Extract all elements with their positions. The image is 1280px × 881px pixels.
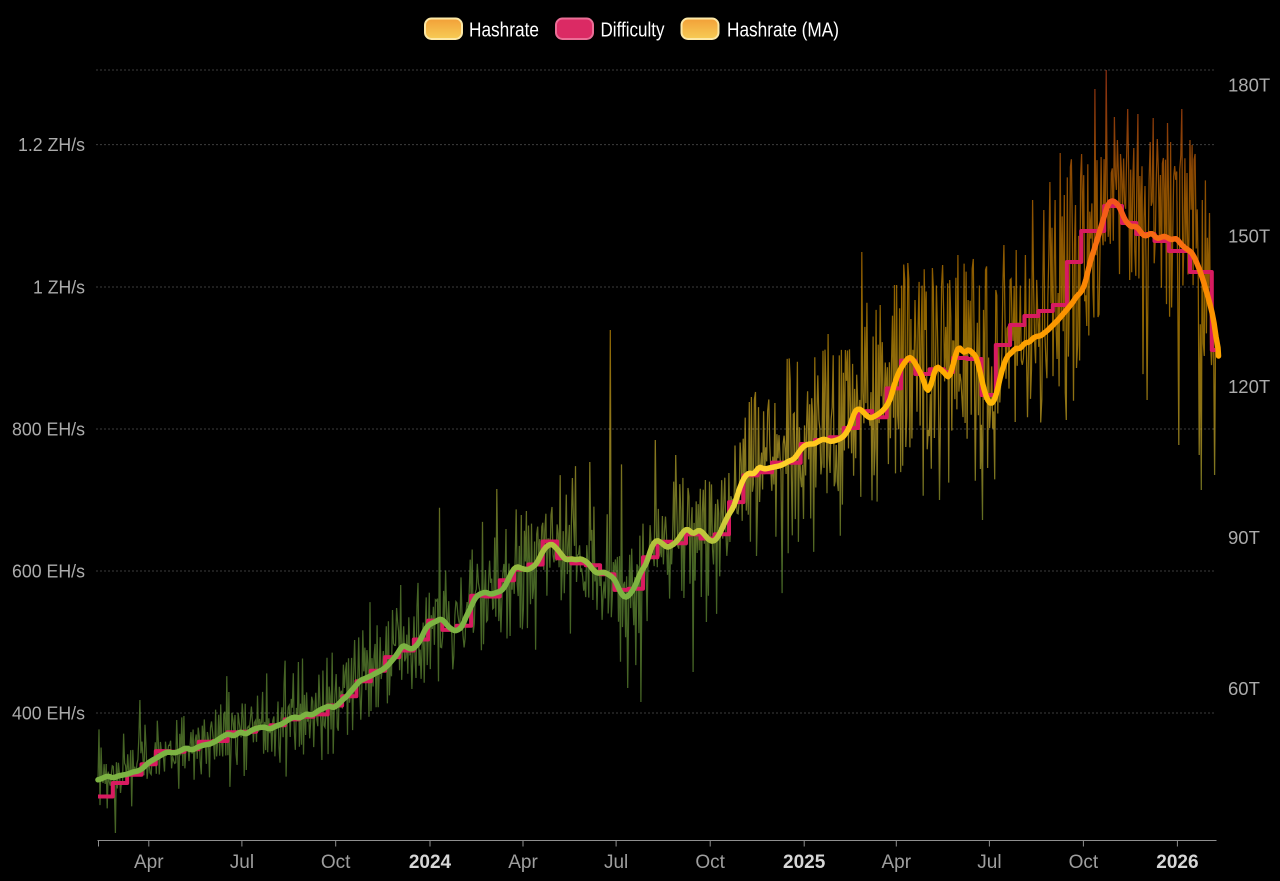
svg-text:Jul: Jul [604,852,628,873]
svg-text:Apr: Apr [134,852,164,873]
svg-text:Jul: Jul [977,852,1001,873]
svg-text:1.2 ZH/s: 1.2 ZH/s [18,134,85,155]
svg-text:Oct: Oct [1069,852,1099,873]
svg-text:400 EH/s: 400 EH/s [12,703,85,724]
svg-text:2024: 2024 [409,852,452,873]
svg-text:150T: 150T [1228,225,1270,246]
svg-text:180T: 180T [1228,74,1270,95]
svg-text:2026: 2026 [1156,852,1198,873]
svg-text:Apr: Apr [882,852,912,873]
svg-text:800 EH/s: 800 EH/s [12,419,85,440]
svg-text:90T: 90T [1228,527,1260,548]
svg-text:2025: 2025 [783,852,826,873]
svg-text:Oct: Oct [321,852,351,873]
svg-text:Oct: Oct [695,852,725,873]
svg-text:1 ZH/s: 1 ZH/s [33,277,85,298]
svg-text:600 EH/s: 600 EH/s [12,561,85,582]
svg-text:Apr: Apr [508,852,538,873]
svg-text:Difficulty: Difficulty [601,20,665,42]
svg-text:Hashrate: Hashrate [469,20,539,42]
svg-text:Jul: Jul [230,852,254,873]
svg-text:60T: 60T [1228,678,1260,699]
svg-text:Hashrate (MA): Hashrate (MA) [727,20,839,42]
svg-text:120T: 120T [1228,376,1270,397]
